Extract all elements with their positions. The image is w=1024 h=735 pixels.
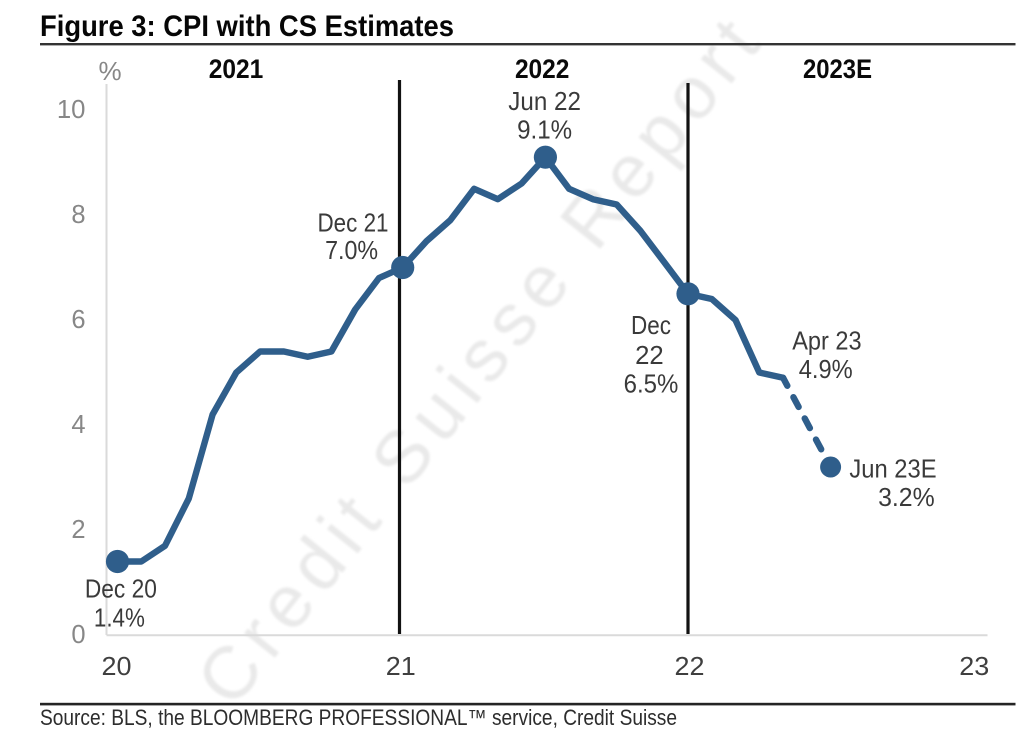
svg-text:23: 23 — [959, 651, 989, 681]
svg-text:4: 4 — [71, 411, 85, 439]
svg-text:22: 22 — [675, 651, 705, 681]
svg-text:%: % — [98, 56, 121, 86]
svg-text:1.4%: 1.4% — [94, 602, 145, 632]
svg-text:Dec: Dec — [631, 310, 671, 340]
svg-text:Dec 20: Dec 20 — [85, 573, 157, 603]
svg-text:10: 10 — [57, 96, 86, 124]
svg-text:20: 20 — [102, 651, 132, 681]
svg-text:2021: 2021 — [209, 54, 264, 84]
svg-text:4.9%: 4.9% — [799, 354, 853, 384]
svg-text:7.0%: 7.0% — [325, 235, 378, 265]
svg-text:6.5%: 6.5% — [624, 369, 679, 399]
svg-text:Figure 3: CPI with CS Estimate: Figure 3: CPI with CS Estimates — [40, 10, 454, 43]
svg-text:Jun 22: Jun 22 — [508, 86, 581, 116]
svg-text:8: 8 — [71, 201, 85, 229]
svg-text:9.1%: 9.1% — [517, 115, 572, 145]
svg-text:22: 22 — [635, 340, 664, 370]
svg-text:Jun 23E: Jun 23E — [849, 453, 936, 483]
svg-text:Dec 21: Dec 21 — [318, 208, 389, 238]
svg-text:Apr 23: Apr 23 — [792, 326, 861, 356]
svg-text:Source: BLS, the BLOOMBERG PRO: Source: BLS, the BLOOMBERG PROFESSIONAL™… — [40, 705, 677, 730]
svg-text:2023E: 2023E — [803, 54, 872, 84]
svg-text:2: 2 — [71, 516, 85, 544]
svg-text:3.2%: 3.2% — [878, 482, 935, 512]
svg-text:21: 21 — [386, 651, 416, 681]
svg-text:2022: 2022 — [515, 54, 570, 84]
svg-text:0: 0 — [71, 621, 85, 649]
svg-text:Credit Suisse Report: Credit Suisse Report — [180, 3, 774, 720]
svg-text:6: 6 — [71, 306, 85, 334]
